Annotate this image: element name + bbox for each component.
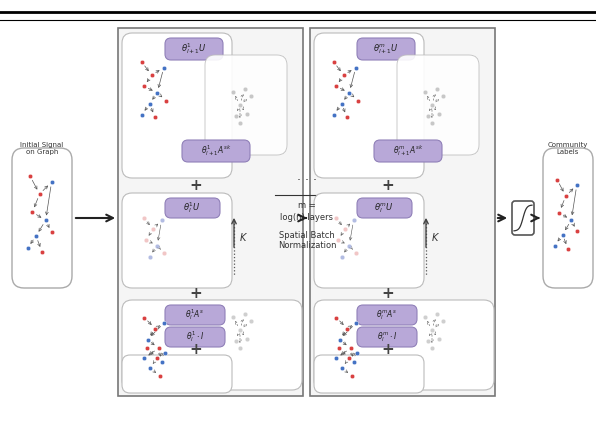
Text: +: + — [190, 343, 203, 357]
FancyBboxPatch shape — [314, 193, 424, 288]
FancyBboxPatch shape — [165, 38, 223, 60]
Text: +: + — [190, 285, 203, 301]
FancyBboxPatch shape — [165, 327, 225, 347]
Text: $\theta^1_l U$: $\theta^1_l U$ — [183, 201, 201, 215]
Text: log(n) layers: log(n) layers — [281, 214, 334, 223]
Text: Spatial Batch: Spatial Batch — [279, 231, 335, 240]
FancyBboxPatch shape — [165, 305, 225, 325]
FancyBboxPatch shape — [122, 355, 232, 393]
Text: $\theta^1_{l+1}A^{sk}$: $\theta^1_{l+1}A^{sk}$ — [201, 144, 231, 159]
Text: Normalization: Normalization — [278, 242, 336, 251]
Text: Community
Labels: Community Labels — [548, 142, 588, 155]
Text: $\theta^m_l U$: $\theta^m_l U$ — [374, 201, 394, 215]
FancyBboxPatch shape — [12, 148, 72, 288]
Text: +: + — [381, 179, 395, 193]
FancyBboxPatch shape — [205, 55, 287, 155]
Text: $\theta^1_l A^s$: $\theta^1_l A^s$ — [185, 307, 205, 322]
Text: +: + — [381, 343, 395, 357]
FancyBboxPatch shape — [122, 33, 232, 178]
Text: $\theta^m_l \cdot I$: $\theta^m_l \cdot I$ — [377, 330, 397, 344]
Text: $\theta^m_{l+1}U$: $\theta^m_{l+1}U$ — [373, 42, 399, 56]
FancyBboxPatch shape — [357, 305, 417, 325]
Bar — [118, 28, 303, 396]
FancyBboxPatch shape — [374, 140, 442, 162]
Text: $\theta^1_{l+1}U$: $\theta^1_{l+1}U$ — [181, 42, 207, 56]
Text: +: + — [190, 179, 203, 193]
FancyBboxPatch shape — [543, 148, 593, 288]
FancyBboxPatch shape — [314, 300, 494, 390]
Text: · · ·: · · · — [297, 173, 317, 187]
FancyBboxPatch shape — [165, 198, 220, 218]
Text: K: K — [240, 233, 246, 243]
FancyBboxPatch shape — [122, 193, 232, 288]
FancyBboxPatch shape — [122, 300, 302, 390]
Text: Initial Signal
on Graph: Initial Signal on Graph — [20, 142, 64, 155]
FancyBboxPatch shape — [397, 55, 479, 155]
Bar — [310, 28, 495, 396]
FancyBboxPatch shape — [314, 33, 424, 178]
FancyBboxPatch shape — [512, 201, 534, 235]
Text: K: K — [432, 233, 439, 243]
Text: $\theta^1_l \cdot I$: $\theta^1_l \cdot I$ — [186, 329, 204, 344]
Text: m =: m = — [298, 201, 316, 209]
FancyBboxPatch shape — [357, 327, 417, 347]
FancyBboxPatch shape — [357, 198, 412, 218]
FancyBboxPatch shape — [182, 140, 250, 162]
Text: +: + — [381, 285, 395, 301]
FancyBboxPatch shape — [314, 355, 424, 393]
Text: $\theta^m_{l+1}A^{sk}$: $\theta^m_{l+1}A^{sk}$ — [393, 144, 423, 159]
FancyBboxPatch shape — [357, 38, 415, 60]
Text: $\theta^m_l A^s$: $\theta^m_l A^s$ — [376, 308, 398, 322]
